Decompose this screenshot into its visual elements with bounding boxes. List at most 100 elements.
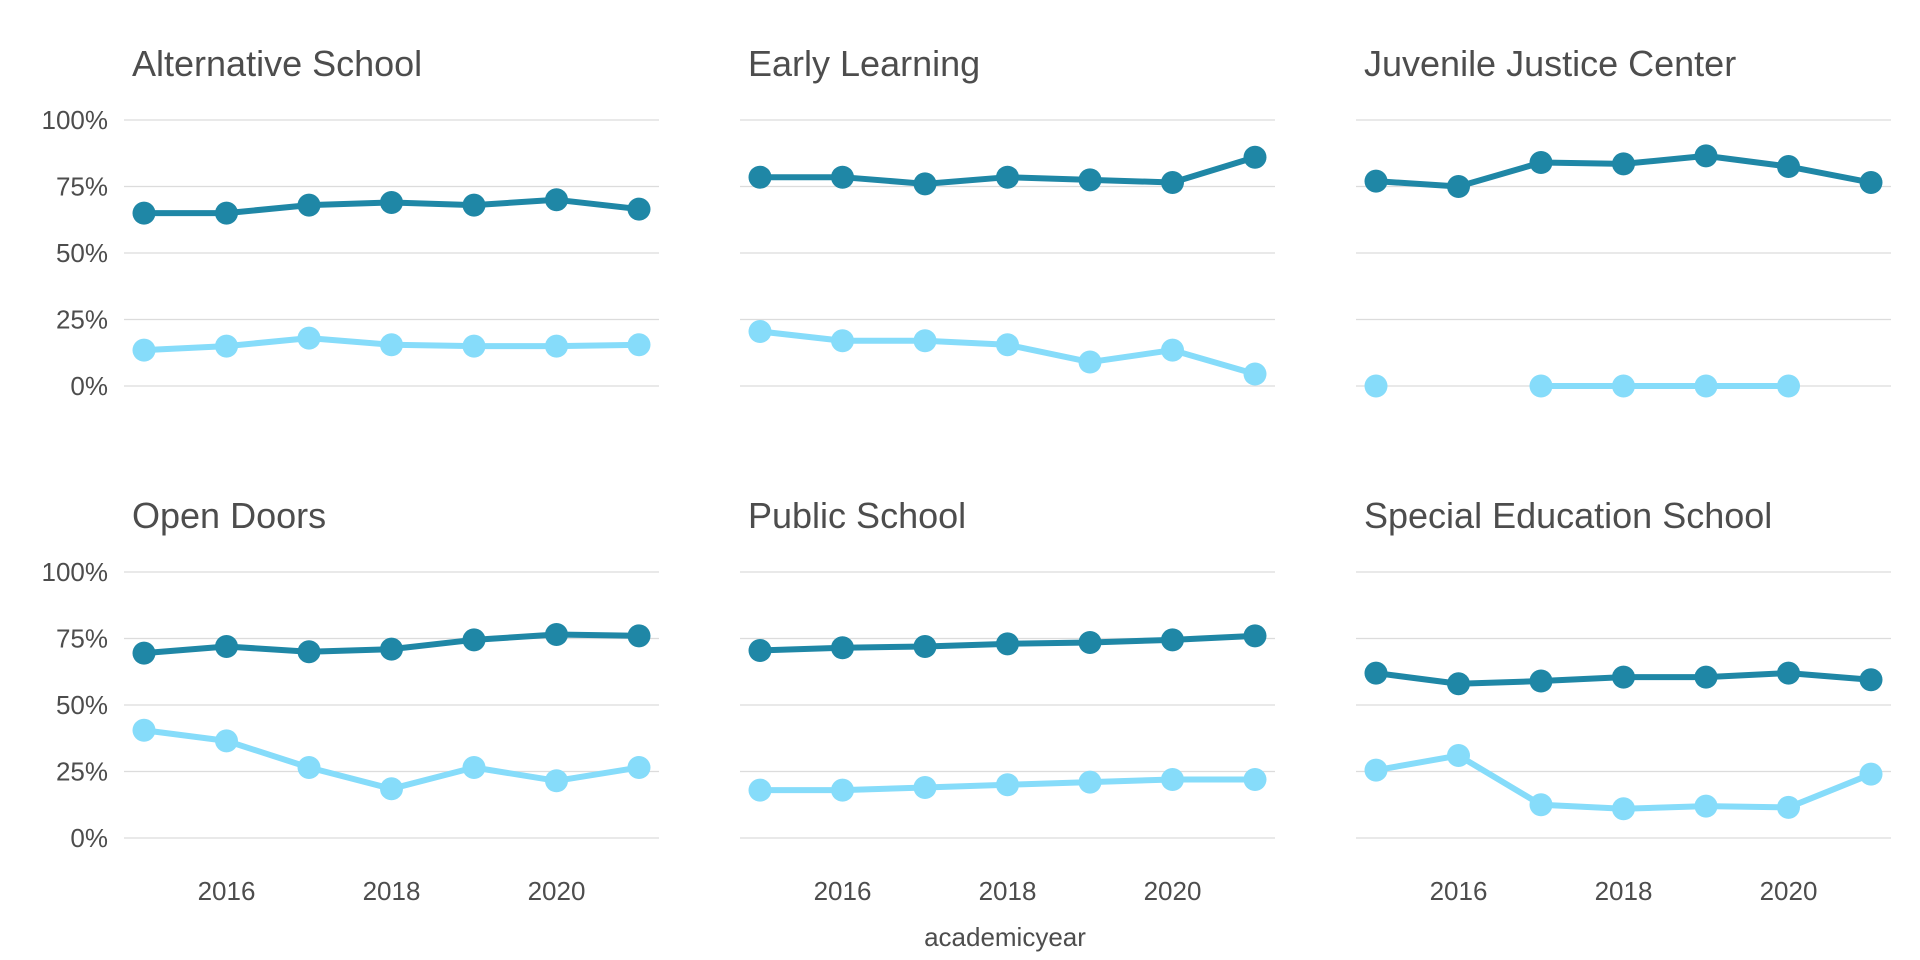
data-point xyxy=(462,628,486,652)
panel-0: Alternative School 0% 25% 50% 75% 100% xyxy=(42,43,659,401)
data-point xyxy=(545,769,568,793)
panel-title: Alternative School xyxy=(132,43,422,84)
data-point xyxy=(831,778,854,802)
data-point xyxy=(913,775,937,799)
data-point xyxy=(1612,152,1635,176)
data-point xyxy=(1447,672,1470,696)
data-point xyxy=(132,718,156,742)
data-point xyxy=(1243,624,1267,648)
y-tick-label: 25% xyxy=(56,757,108,787)
data-point xyxy=(380,333,403,357)
data-point xyxy=(1243,145,1267,169)
y-tick-label: 25% xyxy=(56,305,108,335)
x-tick-label: 2016 xyxy=(198,876,256,906)
y-tick-label: 100% xyxy=(42,557,109,587)
data-point xyxy=(215,334,238,358)
data-point xyxy=(1078,630,1102,654)
data-point xyxy=(748,165,772,189)
data-point xyxy=(1447,744,1470,768)
panel-title: Special Education School xyxy=(1364,495,1772,536)
y-tick-label: 50% xyxy=(56,690,108,720)
data-point xyxy=(545,188,568,212)
panel-3: Open Doors 0% 25% 50% 75% 100% 2016 2018 2020 xyxy=(42,495,659,906)
data-point xyxy=(996,773,1019,797)
data-point xyxy=(297,326,321,350)
data-point xyxy=(545,334,568,358)
panel-2: Juvenile Justice Center xyxy=(1356,43,1891,398)
data-point xyxy=(1529,151,1553,175)
panel-1: Early Learning xyxy=(740,43,1275,387)
data-point xyxy=(1161,171,1184,195)
data-point xyxy=(1612,797,1635,821)
x-tick-label: 2016 xyxy=(814,876,872,906)
data-point xyxy=(748,319,772,343)
data-point xyxy=(1777,155,1800,179)
data-point xyxy=(1243,767,1267,791)
data-point xyxy=(627,756,651,780)
data-point xyxy=(297,193,321,217)
chart-panels: Alternative School 0% 25% 50% 75% 100% Early L… xyxy=(42,43,1891,906)
data-point xyxy=(132,338,156,362)
y-tick-label: 0% xyxy=(70,823,108,853)
data-point xyxy=(462,334,486,358)
data-point xyxy=(215,634,238,658)
data-point xyxy=(1777,661,1800,685)
data-point xyxy=(831,636,854,660)
data-point xyxy=(1161,338,1184,362)
x-tick-label: 2020 xyxy=(1144,876,1202,906)
data-point xyxy=(462,756,486,780)
data-point xyxy=(380,190,403,214)
panel-title: Public School xyxy=(748,495,966,536)
data-point xyxy=(1612,665,1635,689)
data-point xyxy=(627,333,651,357)
data-point xyxy=(831,165,854,189)
data-point xyxy=(1078,350,1102,374)
data-point xyxy=(1078,168,1102,192)
x-tick-label: 2018 xyxy=(363,876,421,906)
data-point xyxy=(380,777,403,801)
data-point xyxy=(1694,665,1718,689)
data-point xyxy=(1859,762,1883,786)
data-point xyxy=(1161,628,1184,652)
data-point xyxy=(996,333,1019,357)
data-point xyxy=(913,172,937,196)
data-point xyxy=(1859,171,1883,195)
data-point xyxy=(215,201,238,225)
data-point xyxy=(1529,374,1553,398)
data-point xyxy=(1859,668,1883,692)
data-point xyxy=(627,197,651,221)
data-point xyxy=(1694,144,1718,168)
data-point xyxy=(913,329,937,353)
panel-5: Special Education School 2016 2018 2020 xyxy=(1356,495,1891,906)
data-point xyxy=(1447,175,1470,198)
data-point xyxy=(1161,767,1184,791)
x-tick-label: 2018 xyxy=(979,876,1037,906)
data-point xyxy=(748,778,772,802)
x-tick-label: 2018 xyxy=(1595,876,1653,906)
panel-title: Open Doors xyxy=(132,495,326,536)
data-point xyxy=(913,634,937,658)
data-point xyxy=(297,756,321,780)
data-point xyxy=(132,641,156,665)
y-tick-label: 75% xyxy=(56,624,108,654)
data-point xyxy=(1694,374,1718,398)
data-point xyxy=(1694,794,1718,818)
y-tick-label: 0% xyxy=(70,371,108,401)
y-tick-label: 50% xyxy=(56,238,108,268)
data-point xyxy=(297,640,321,664)
data-point xyxy=(831,329,854,353)
panel-title: Juvenile Justice Center xyxy=(1364,43,1736,84)
panel-4: Public School 2016 2018 2020 xyxy=(740,495,1275,906)
data-point xyxy=(748,638,772,662)
x-tick-label: 2020 xyxy=(1760,876,1818,906)
data-point xyxy=(1529,669,1553,693)
data-point xyxy=(627,624,651,648)
data-point xyxy=(1777,374,1800,398)
data-point xyxy=(996,632,1019,656)
data-point xyxy=(1529,793,1553,817)
data-point xyxy=(1612,374,1635,398)
data-point xyxy=(1364,374,1388,398)
data-point xyxy=(1777,795,1800,819)
data-point xyxy=(132,201,156,225)
